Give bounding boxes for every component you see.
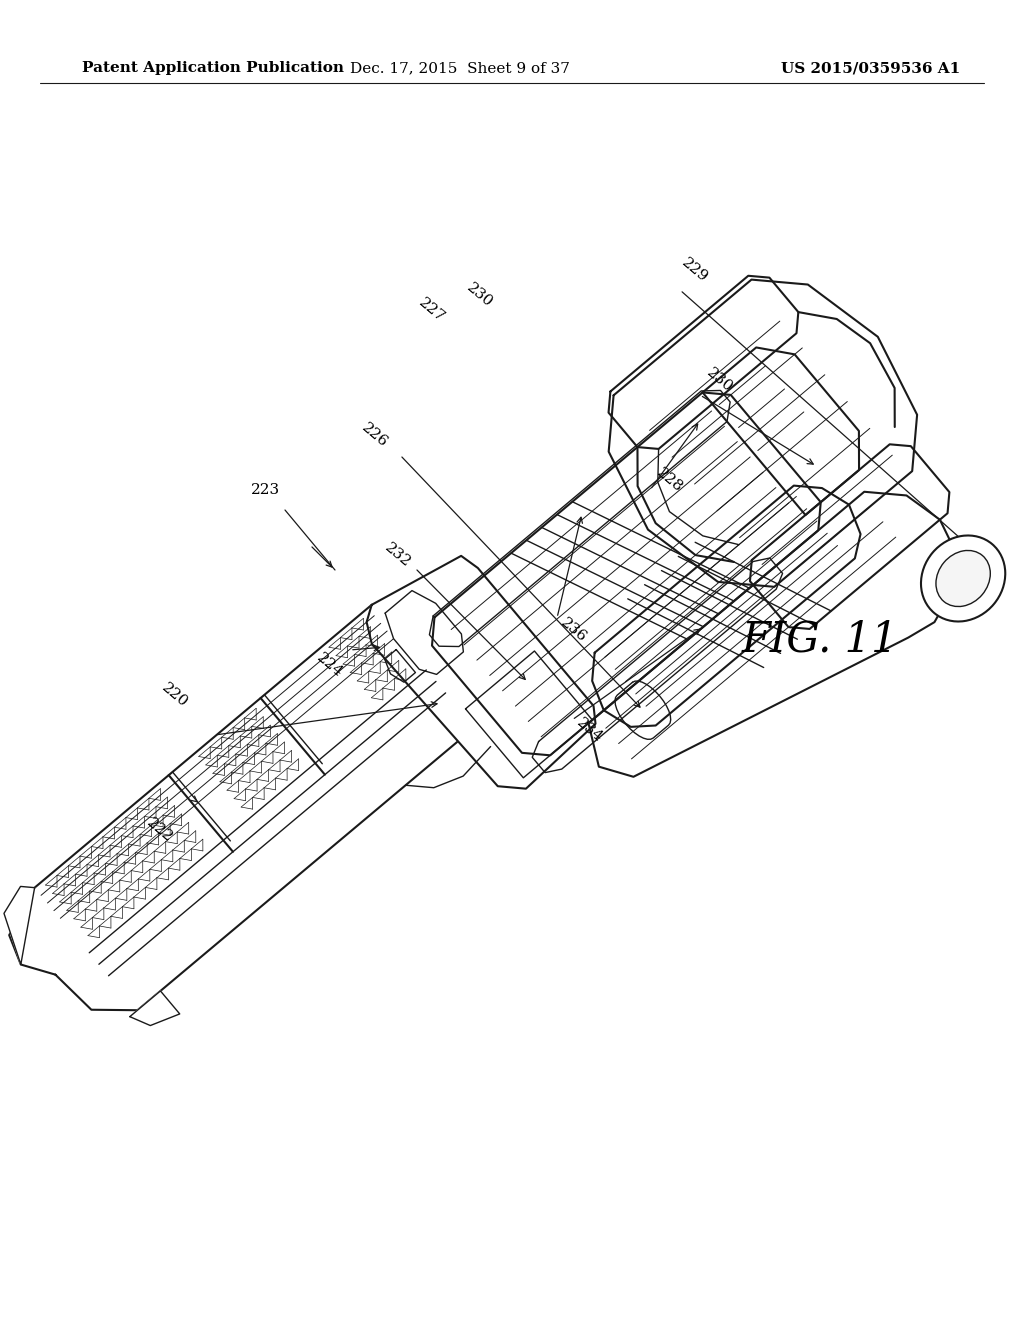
Polygon shape [367,556,596,788]
Polygon shape [385,590,464,675]
Text: 236: 236 [558,615,590,644]
Text: 227: 227 [417,296,447,325]
Polygon shape [4,887,35,965]
Polygon shape [592,486,860,727]
Polygon shape [9,605,486,1010]
Text: 226: 226 [359,420,391,450]
Text: 228: 228 [654,465,686,495]
Polygon shape [608,276,799,449]
Text: 232: 232 [382,540,414,570]
Text: 223: 223 [251,483,280,498]
Polygon shape [432,392,821,755]
Text: 229: 229 [679,255,711,285]
Ellipse shape [936,550,990,606]
Polygon shape [429,391,730,647]
Text: 224: 224 [314,651,346,680]
Text: 220: 220 [160,680,190,710]
Polygon shape [466,651,592,777]
Polygon shape [589,492,957,776]
Text: 234: 234 [574,715,605,744]
Text: US 2015/0359536 A1: US 2015/0359536 A1 [780,61,961,75]
Polygon shape [532,558,782,772]
Text: Dec. 17, 2015  Sheet 9 of 37: Dec. 17, 2015 Sheet 9 of 37 [350,61,570,75]
Polygon shape [608,280,918,587]
Polygon shape [130,991,180,1026]
Text: 230: 230 [464,280,496,310]
Polygon shape [385,649,416,682]
Ellipse shape [921,536,1006,622]
Text: 222: 222 [144,816,176,845]
Polygon shape [702,347,859,515]
Text: Patent Application Publication: Patent Application Publication [82,61,344,75]
Text: FIG. 11: FIG. 11 [741,619,898,661]
Text: 230: 230 [705,366,735,395]
Polygon shape [750,445,949,628]
Polygon shape [615,681,671,739]
